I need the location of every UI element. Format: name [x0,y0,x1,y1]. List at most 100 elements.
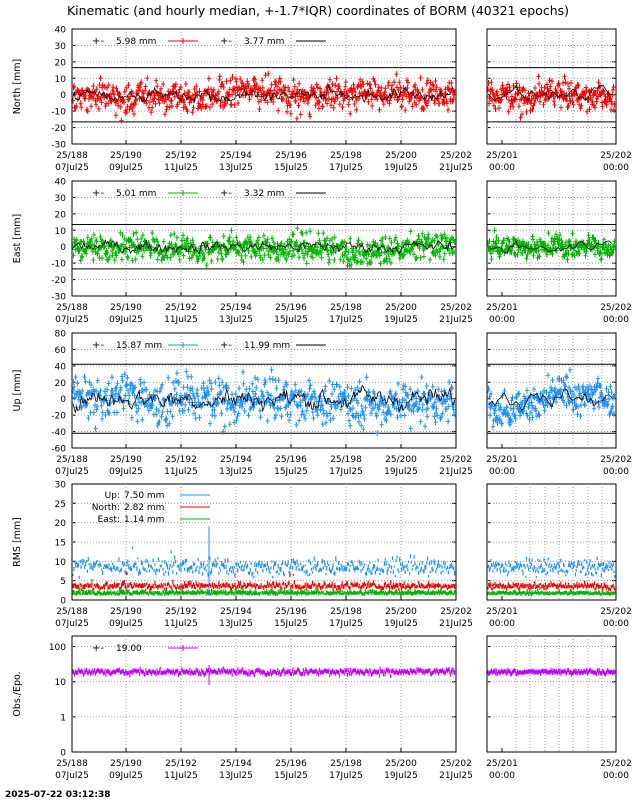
legend-name: Up: [105,491,120,501]
x-tick-label: 25/190 [110,303,142,313]
x-tick-label: 11Jul25 [164,163,198,173]
zoom-rms-marks-north [487,580,616,592]
x-tick-label: 17Jul25 [329,467,363,477]
legend-marker: +- [92,188,104,199]
obs-marks [72,666,456,679]
zoom-kinematic-marks [486,366,617,430]
y-tick-label: 30 [55,42,67,52]
y-tick-label: 80 [55,330,67,340]
x-tick-label: 25/202 [440,455,472,465]
x-tick-label: 25/200 [385,607,417,617]
x-tick-label: 25/188 [56,759,88,769]
x-tick-label: 25/190 [110,607,142,617]
rms-marks-up [72,546,456,579]
zoom-obs-series [487,667,616,677]
y-tick-label: -40 [51,428,66,438]
y-tick-label: 40 [55,26,67,36]
x-tick-label: 13Jul25 [219,619,253,629]
x-tick-label: 25/201 [486,303,518,313]
x-tick-label: 25/198 [330,607,362,617]
zoom-obs-marks [487,667,616,677]
x-tick-label: 25/196 [275,759,307,769]
x-tick-label: 09Jul25 [109,771,143,781]
x-tick-label: 07Jul25 [55,163,89,173]
zoom-kinematic-marks [486,73,617,121]
x-tick-label: 00:00 [603,771,629,781]
x-tick-label: 21Jul25 [439,771,473,781]
x-tick-label: 25/198 [330,455,362,465]
legend-value: 15.87 mm [116,341,162,351]
x-tick-label: 25/188 [56,455,88,465]
x-tick-label: 25/194 [220,151,252,161]
y-tick-label: -30 [51,141,66,151]
x-tick-label: 19Jul25 [384,467,418,477]
y-tick-label: 20 [55,210,67,220]
x-tick-label: 15Jul25 [274,163,308,173]
y-tick-label: 40 [55,362,67,372]
x-tick-label: 25/188 [56,151,88,161]
y-tick-label: 20 [55,58,67,68]
x-tick-label: 19Jul25 [384,163,418,173]
legend-value: 2.82 mm [124,503,164,513]
plot-frame [486,635,617,753]
plot-frame [71,180,457,297]
y-tick-label: 60 [55,346,67,356]
median-line [72,239,455,256]
zoom-series-east [487,589,616,597]
x-tick-label: 25/196 [275,303,307,313]
zoom-panel-3-axes: 25/201 00:00 25/202 00:00 [486,483,632,629]
x-tick-label: 25/194 [220,303,252,313]
x-tick-label: 25/202 [600,759,632,769]
x-tick-label: 21Jul25 [439,163,473,173]
legend-marker: +- [220,36,232,47]
x-tick-label: 15Jul25 [274,619,308,629]
legend-value: 19.00 [116,644,142,654]
y-axis-label: East [mm] [12,214,23,263]
y-axis-label: Obs./Epo. [12,671,23,716]
x-tick-label: 19Jul25 [384,771,418,781]
y-tick-label: -30 [51,293,66,303]
x-tick-label: 25/190 [110,455,142,465]
x-tick-label: 11Jul25 [164,771,198,781]
x-tick-label: 25/200 [385,151,417,161]
x-tick-label: 25/188 [56,607,88,617]
kinematic-series [71,225,457,269]
plot-frame [486,180,617,297]
x-tick-label: 25/200 [385,759,417,769]
zoom-panel-1-axes: 25/201 00:00 25/202 00:00 [486,180,632,325]
y-axis-label: Up [mm] [12,370,23,412]
legend: +- 19.00 [92,643,198,654]
zoom-kinematic-marks [486,227,617,263]
x-tick-label: 15Jul25 [274,467,308,477]
y-axis-label: North [mm] [12,59,23,115]
median-line [72,84,455,104]
zoom-series-north [487,580,616,592]
y-tick-label: 25 [55,500,66,510]
rms-marks-east [72,578,456,597]
x-tick-label: 25/202 [600,303,632,313]
legend-value: 3.77 mm [244,37,284,47]
series-east [72,578,456,597]
kinematic-marks [71,366,457,436]
y-tick-label: 10 [55,678,67,688]
x-tick-label: 00:00 [489,619,515,629]
y-tick-label: 10 [55,558,67,568]
legend-value: 5.01 mm [116,189,156,199]
x-tick-label: 13Jul25 [219,163,253,173]
y-tick-label: 10 [55,75,67,85]
zoom-rms-marks-east [487,589,616,597]
x-tick-label: 19Jul25 [384,619,418,629]
legend-value: 11.99 mm [244,341,290,351]
zoom-median-line [488,388,613,412]
y-tick-label: -20 [51,276,66,286]
zoom-kinematic-series [486,73,617,121]
zoom-rms-marks-up [487,556,616,579]
panel-4-axes: 0 1 10 100 Obs./Epo. 25/188 07Jul25 25/190 09Jul… [12,635,473,781]
y-tick-label: 5 [60,577,66,587]
x-tick-label: 21Jul25 [439,467,473,477]
x-tick-label: 25/198 [330,151,362,161]
zoom-median-line [488,240,613,254]
x-tick-label: 25/196 [275,607,307,617]
y-tick-label: -20 [51,412,66,422]
